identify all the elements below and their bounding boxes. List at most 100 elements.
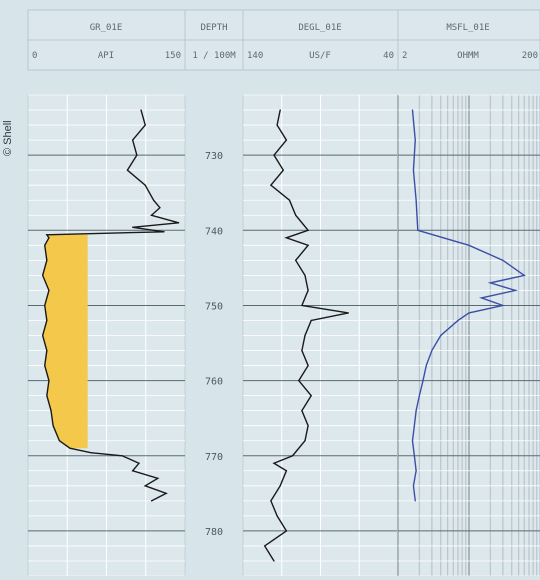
depth-tick-label: 750: [205, 301, 223, 312]
data-point: [514, 289, 516, 292]
data-point: [415, 199, 417, 201]
data-point: [132, 139, 134, 141]
track3-scale-left: 2: [402, 51, 407, 61]
track1-curve-name: GR_01E: [90, 23, 123, 33]
track1-unit: API: [98, 51, 114, 61]
data-point: [46, 259, 48, 261]
data-point: [46, 349, 48, 352]
data-point: [44, 244, 46, 246]
data-point: [480, 297, 483, 299]
data-point: [304, 274, 306, 276]
data-point: [489, 282, 491, 284]
data-point: [412, 169, 415, 171]
data-point: [414, 139, 416, 141]
data-point: [270, 500, 272, 502]
data-point: [412, 485, 415, 487]
depth-tick-label: 770: [205, 452, 223, 463]
data-point: [90, 452, 92, 454]
data-point: [523, 274, 525, 276]
track3-unit: OHMM: [457, 51, 479, 61]
depth-tick-label: 740: [205, 226, 223, 237]
data-point: [48, 379, 50, 382]
data-point: [132, 470, 134, 472]
data-point: [144, 124, 146, 126]
data-point: [431, 349, 433, 352]
copyright-notice: © Shell: [2, 120, 14, 156]
data-point: [279, 485, 281, 487]
data-point: [144, 184, 146, 186]
data-point: [288, 199, 291, 201]
data-point: [295, 259, 297, 261]
data-point: [178, 222, 180, 224]
data-point: [121, 455, 123, 457]
data-point: [42, 334, 44, 337]
data-point: [440, 334, 442, 337]
data-point: [285, 139, 287, 141]
data-point: [502, 304, 504, 307]
data-point: [44, 364, 46, 367]
data-point: [48, 237, 50, 239]
data-point: [418, 395, 420, 397]
data-point: [159, 207, 161, 209]
data-point: [46, 234, 48, 236]
data-point: [157, 477, 159, 479]
data-point: [285, 237, 287, 239]
data-point: [292, 455, 294, 457]
data-point: [165, 492, 167, 494]
data-point: [301, 410, 303, 412]
data-point: [42, 274, 44, 276]
data-point: [163, 231, 165, 233]
data-point: [144, 485, 146, 487]
data-point: [150, 500, 153, 502]
data-point: [58, 440, 61, 442]
data-point: [295, 214, 297, 216]
data-point: [415, 410, 417, 412]
data-point: [425, 364, 427, 367]
track3-scale-right: 200: [522, 51, 538, 61]
data-point: [52, 425, 54, 427]
data-point: [285, 470, 287, 472]
data-point: [264, 545, 266, 547]
depth-tick-label: 760: [205, 377, 223, 388]
curve-degl-01e: [263, 109, 349, 562]
data-point: [301, 349, 303, 352]
data-point: [285, 530, 287, 532]
depth-header-title: DEPTH: [200, 23, 227, 33]
data-point: [298, 379, 300, 382]
data-point: [276, 124, 278, 126]
data-point: [468, 244, 470, 246]
track2-scale-right: 40: [383, 51, 394, 61]
data-point: [310, 395, 312, 397]
data-point: [307, 229, 309, 231]
data-point: [279, 109, 281, 111]
data-point: [301, 304, 303, 307]
data-point: [422, 379, 424, 382]
depth-header-unit: 1 / 100M: [192, 51, 236, 61]
data-point: [276, 515, 278, 517]
data-point: [502, 259, 504, 261]
data-point: [132, 226, 134, 228]
log-tracks: 730 740 750 760 770 780: [27, 94, 540, 577]
data-point: [138, 462, 140, 464]
data-point: [126, 169, 129, 171]
sand-shading: [42, 234, 88, 449]
data-point: [50, 410, 52, 412]
data-point: [46, 395, 48, 397]
data-point: [69, 447, 71, 449]
data-point: [468, 312, 470, 314]
data-point: [310, 319, 312, 322]
track1-scale-left: 0: [32, 51, 37, 61]
data-point: [413, 425, 415, 427]
data-point: [304, 334, 306, 337]
data-point: [347, 312, 349, 314]
data-point: [304, 440, 306, 442]
data-point: [307, 425, 309, 427]
data-point: [417, 229, 419, 231]
data-point: [273, 462, 275, 464]
data-point: [270, 184, 272, 186]
data-point: [411, 440, 414, 442]
track2-scale-left: 140: [247, 51, 263, 61]
data-point: [307, 244, 309, 246]
data-point: [307, 289, 309, 292]
